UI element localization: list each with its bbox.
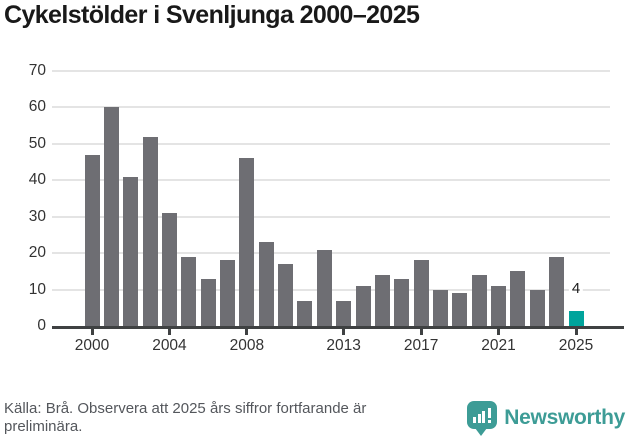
x-tick-2013 [342,329,346,335]
bar-2004 [161,213,177,326]
y-tick-label-50: 50 [28,134,46,152]
x-tick-2000 [90,329,94,335]
bar-2013 [336,300,352,326]
x-tick-2025 [574,329,578,335]
gridline-50 [52,142,610,145]
bar-2025 [568,311,584,326]
logo-mini-bar-2 [477,414,481,423]
bar-2012 [316,249,332,326]
value-label-2025: 4 [568,281,584,298]
bar-2002 [123,176,139,326]
x-tick-label-2017: 2017 [403,337,439,354]
y-tick-label-40: 40 [28,171,46,189]
bar-2020 [471,275,487,326]
gridline-70 [52,70,610,72]
x-tick-label-2021: 2021 [481,337,516,354]
newsworthy-wordmark: Newsworthy [504,406,625,429]
bar-2010 [278,264,294,326]
logo-exclamation-stem [487,408,492,418]
bar-2001 [103,107,119,326]
x-tick-label-2008: 2008 [229,337,265,354]
bar-2014 [355,285,371,326]
y-tick-label-20: 20 [28,244,46,262]
x-tick-2021 [497,329,501,335]
gridline-30 [52,215,610,218]
x-tick-2017 [419,329,423,335]
source-note: Källa: Brå. Observera att 2025 års siffr… [4,400,367,435]
x-tick-label-2013: 2013 [326,337,361,354]
bar-2024 [549,256,565,326]
x-tick-label-2025: 2025 [558,337,594,354]
x-tick-label-2000: 2000 [74,337,110,354]
logo-mini-bar-3 [482,411,486,423]
logo-exclamation-dot [487,420,492,423]
bar-2018 [432,289,448,326]
bar-2015 [374,275,390,326]
newsworthy-chart-bubble-icon [467,400,498,436]
x-tick-label-2004: 2004 [152,337,187,354]
logo-mini-bar-1 [473,417,477,423]
bar-2017 [413,260,429,326]
bar-2016 [394,278,410,326]
logo-bubble-tail [475,428,488,436]
chart-title: Cykelstölder i Svenljunga 2000–2025 [4,1,420,29]
bar-2023 [529,289,545,326]
bar-2003 [142,136,158,326]
y-tick-label-60: 60 [28,98,46,116]
y-tick-label-0: 0 [37,317,46,334]
bar-2011 [297,300,313,326]
bar-2009 [258,242,274,326]
y-tick-label-10: 10 [28,280,46,298]
y-tick-label-30: 30 [28,207,46,225]
bar-2019 [452,293,468,326]
bar-2000 [84,154,100,326]
x-axis-line [52,326,624,329]
gridline-40 [52,179,610,182]
bar-2021 [491,285,507,326]
bar-2008 [239,158,255,326]
gridline-60 [52,106,610,109]
x-tick-2004 [167,329,171,335]
bar-2006 [200,278,216,326]
y-tick-label-70: 70 [28,62,46,79]
bar-2022 [510,271,526,326]
bar-2007 [220,260,236,326]
x-tick-2008 [245,329,249,335]
bar-2005 [181,256,197,326]
newsworthy-brand: Newsworthy [467,400,625,436]
